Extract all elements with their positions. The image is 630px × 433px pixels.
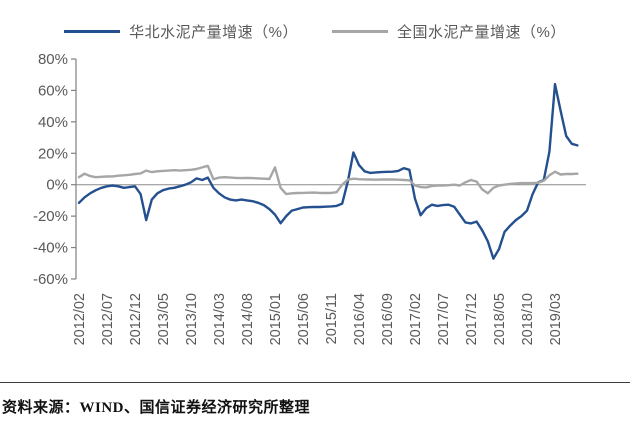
y-tick-label: -40% xyxy=(33,240,68,257)
y-tick-label: -60% xyxy=(33,271,68,288)
x-tick-label: 2016/04 xyxy=(352,293,368,345)
series-line-north-china xyxy=(77,82,579,260)
x-tick-label: 2013/10 xyxy=(184,293,200,345)
x-tick-label: 2016/09 xyxy=(380,293,396,345)
x-tick-label: 2012/02 xyxy=(72,293,88,345)
x-tick-label: 2015/11 xyxy=(324,293,340,344)
y-tick-label: 60% xyxy=(38,82,68,99)
x-tick-label: 2015/01 xyxy=(268,293,284,345)
x-tick-label: 2017/07 xyxy=(436,293,452,345)
legend-line-swatch-national xyxy=(332,29,388,33)
series-line-national xyxy=(77,164,579,196)
y-tick-label: 40% xyxy=(38,114,68,131)
source-note: 资料来源：WIND、国信证券经济研究所整理 xyxy=(2,400,311,416)
legend-label-north-china: 华北水泥产量增速（%） xyxy=(129,23,298,41)
legend-label-national: 全国水泥产量增速（%） xyxy=(397,23,566,41)
y-tick-label: 20% xyxy=(38,145,68,162)
plot-area: 80% 60% 40% 20% 0% -20% -40% -60%2012/02 2012/07… xyxy=(33,51,586,345)
x-tick-label: 2013/05 xyxy=(156,293,172,345)
legend-item-north-china: 华北水泥产量增速（%） xyxy=(64,21,298,42)
legend-line-swatch-north-china xyxy=(64,29,121,33)
legend-item-national: 全国水泥产量增速（%） xyxy=(332,21,566,42)
x-tick-label: 2017/02 xyxy=(408,293,424,345)
x-tick-label: 2014/08 xyxy=(240,293,256,345)
x-tick-label: 2014/03 xyxy=(212,293,228,345)
x-tick-label: 2018/10 xyxy=(520,293,536,345)
x-tick-label: 2012/12 xyxy=(128,293,144,345)
chart-legend: 华北水泥产量增速（%） 全国水泥产量增速（%） xyxy=(0,18,630,44)
x-tick-label: 2019/03 xyxy=(548,293,564,345)
x-tick-label: 2017/12 xyxy=(464,293,480,345)
y-tick-label: 80% xyxy=(38,51,68,68)
y-tick-label: -20% xyxy=(33,208,68,225)
y-tick-label: 0% xyxy=(46,177,68,194)
figure-bottom-rule xyxy=(0,382,630,383)
x-tick-label: 2012/07 xyxy=(100,293,116,345)
x-tick-label: 2015/06 xyxy=(296,293,312,345)
x-tick-label: 2018/05 xyxy=(492,293,508,345)
